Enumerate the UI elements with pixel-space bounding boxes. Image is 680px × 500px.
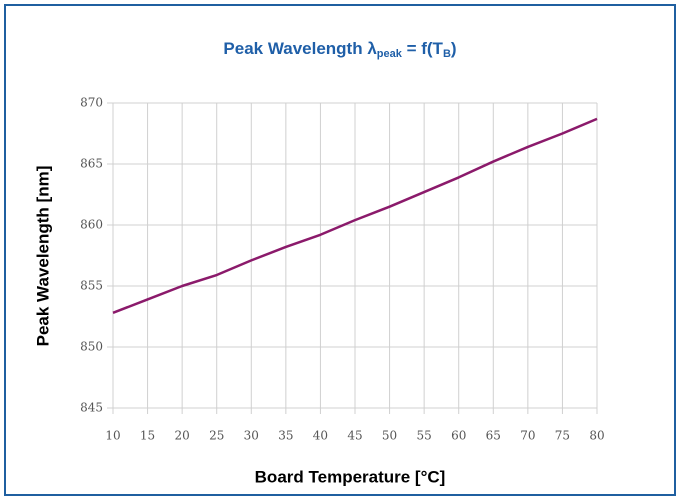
x-tick-label: 35	[278, 429, 293, 443]
x-tick-label: 60	[451, 429, 466, 443]
title-middle: = f(T	[402, 39, 444, 58]
title-sub: peak	[377, 48, 403, 60]
x-tick-label: 30	[244, 429, 259, 443]
x-tick-label: 20	[175, 429, 190, 443]
x-axis-label: Board Temperature [°C]	[255, 467, 446, 486]
title-sub2: B	[443, 48, 451, 60]
y-tick-label: 850	[80, 340, 103, 354]
x-tick-label: 55	[417, 429, 432, 443]
x-tick-label: 80	[589, 429, 604, 443]
y-tick-label: 845	[80, 401, 103, 415]
title-main: Peak Wavelength λ	[223, 39, 377, 58]
x-tick-label: 40	[313, 429, 328, 443]
frame	[4, 4, 676, 496]
chart-title: Peak Wavelength λpeak = f(TB)	[223, 39, 456, 59]
x-tick-label: 70	[520, 429, 535, 443]
y-axis-label: Peak Wavelength [nm]	[33, 166, 52, 347]
x-tick-label: 25	[209, 429, 224, 443]
data-line	[112, 117, 598, 315]
y-tick-label: 865	[80, 157, 103, 171]
y-tick-label: 855	[80, 279, 103, 293]
title-end: )	[451, 39, 457, 58]
x-tick-label: 10	[105, 429, 120, 443]
y-tick-label: 870	[80, 96, 103, 110]
x-tick-label: 75	[555, 429, 570, 443]
y-tick-label: 860	[80, 218, 103, 232]
x-tick-label: 65	[486, 429, 501, 443]
x-tick-label: 15	[140, 429, 155, 443]
x-tick-label: 50	[382, 429, 397, 443]
x-tick-label: 45	[347, 429, 362, 443]
